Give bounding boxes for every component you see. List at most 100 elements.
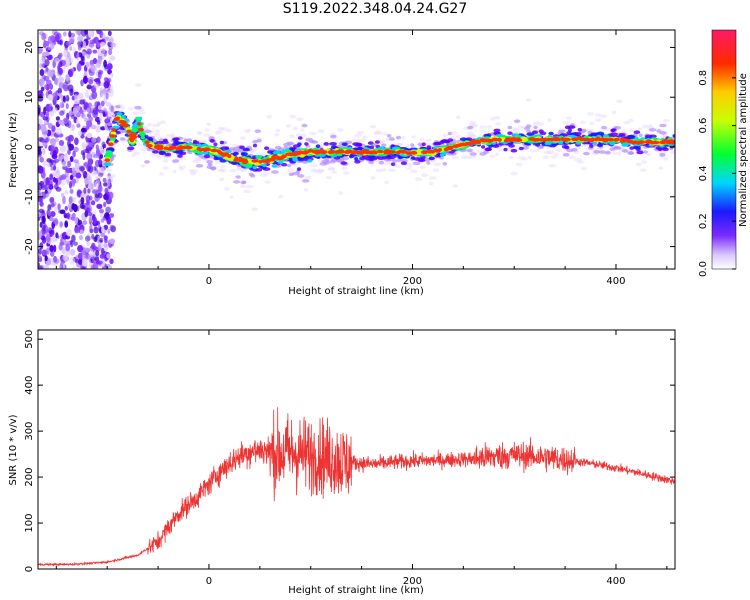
noise-dot	[38, 191, 43, 198]
noise-dot	[46, 158, 52, 163]
ridge-dot	[418, 157, 425, 161]
noise-dot	[55, 169, 61, 179]
ridge-dot	[227, 154, 232, 158]
noise-dot	[55, 178, 58, 185]
ridge-dot	[627, 134, 635, 139]
noise-dot	[52, 92, 58, 101]
noise-dot	[91, 200, 96, 206]
noise-dot	[110, 85, 114, 94]
ridge-dot	[317, 159, 324, 163]
ridge-dot	[209, 139, 215, 143]
ridge-dot	[139, 110, 146, 115]
ridge-dot	[296, 167, 302, 171]
ridge-dot	[343, 171, 350, 175]
ridge-dot	[107, 142, 114, 146]
noise-dot	[65, 103, 69, 110]
noise-dot	[69, 174, 74, 181]
ridge-dot	[390, 162, 396, 166]
noise-dot	[45, 111, 50, 117]
ridge-dot	[132, 111, 140, 115]
ridge-dot	[219, 140, 224, 145]
ridge-dot	[335, 159, 342, 163]
ridge-dot	[200, 147, 209, 152]
snr-x-ticks: 0 200 400	[55, 330, 668, 587]
ridge-dot	[385, 149, 391, 154]
noise-dot	[47, 210, 51, 217]
ridge-dot	[610, 128, 617, 132]
ridge-dot	[370, 176, 376, 180]
noise-dot	[93, 236, 98, 242]
snr-panel: 0 200 400 0 100 200 300 400 500 Height of strai…	[8, 329, 676, 596]
y-tick-label: -20	[24, 238, 35, 254]
noise-dot	[50, 35, 56, 42]
ridge-dot	[470, 134, 476, 138]
ridge-dot	[303, 187, 309, 192]
noise-dot	[63, 84, 69, 92]
ridge-dot	[354, 160, 361, 164]
ridge-dot	[507, 137, 512, 142]
noise-dot	[58, 53, 62, 59]
noise-dot	[43, 160, 47, 166]
noise-dot	[40, 124, 47, 132]
noise-dot	[87, 212, 93, 217]
snr-y-ticks: 0 100 200 300 400 500	[24, 330, 675, 572]
ridge-dot	[489, 154, 495, 159]
spectrogram-frame	[37, 29, 676, 270]
ridge-dot	[146, 123, 153, 127]
noise-dot	[69, 188, 74, 194]
ridge-dot	[340, 161, 348, 165]
ridge-dot	[215, 131, 221, 135]
noise-dot	[77, 130, 82, 137]
noise-dot	[96, 120, 101, 125]
noise-dot	[67, 143, 74, 151]
ridge-dot	[283, 142, 291, 147]
noise-dot	[65, 94, 70, 102]
y-tick-label: 100	[24, 513, 35, 532]
ridge-dot	[262, 171, 268, 175]
ridge-dot	[420, 150, 428, 154]
ridge-dot	[359, 150, 364, 154]
ridge-dot	[329, 150, 336, 154]
noise-dot	[55, 116, 61, 121]
ridge-dot	[353, 149, 358, 154]
ridge-dot	[553, 152, 559, 157]
noise-dot	[88, 142, 93, 148]
ridge-dot	[288, 134, 295, 138]
ridge-dot	[410, 143, 415, 147]
ridge-dot	[433, 162, 442, 166]
spectrogram-plot-area	[38, 30, 675, 269]
noise-dot	[53, 165, 57, 171]
noise-dot	[91, 189, 98, 195]
ridge-dot	[264, 146, 270, 150]
noise-dot	[55, 127, 62, 135]
noise-dot	[38, 142, 43, 148]
noise-dot	[58, 81, 64, 90]
noise-dot	[39, 242, 44, 250]
ridge-dot	[658, 166, 664, 170]
ridge-dot	[577, 127, 583, 132]
ridge-dot	[401, 135, 406, 140]
ridge-dot	[330, 134, 337, 139]
ridge-dot	[479, 125, 487, 129]
ridge-dot	[621, 137, 627, 142]
ridge-dot	[219, 159, 227, 163]
ridge-dot	[239, 184, 246, 188]
ridge-dot	[369, 145, 374, 149]
noise-dot	[49, 216, 54, 222]
ridge-dot	[154, 144, 162, 149]
noise-dot	[75, 118, 80, 125]
ridge-dot	[356, 130, 364, 135]
ridge-dot	[387, 134, 392, 138]
noise-dot	[86, 132, 93, 139]
ridge-dot	[385, 137, 391, 142]
ridge-dot	[251, 159, 259, 163]
noise-dot	[67, 120, 72, 129]
ridge-dot	[526, 129, 532, 134]
ridge-dot	[199, 139, 208, 143]
noise-dot	[82, 152, 86, 161]
ridge-dot	[562, 153, 570, 157]
ridge-dot	[286, 163, 292, 168]
noise-dot	[52, 60, 56, 69]
ridge-dot	[220, 164, 226, 169]
noise-dot	[74, 161, 80, 170]
